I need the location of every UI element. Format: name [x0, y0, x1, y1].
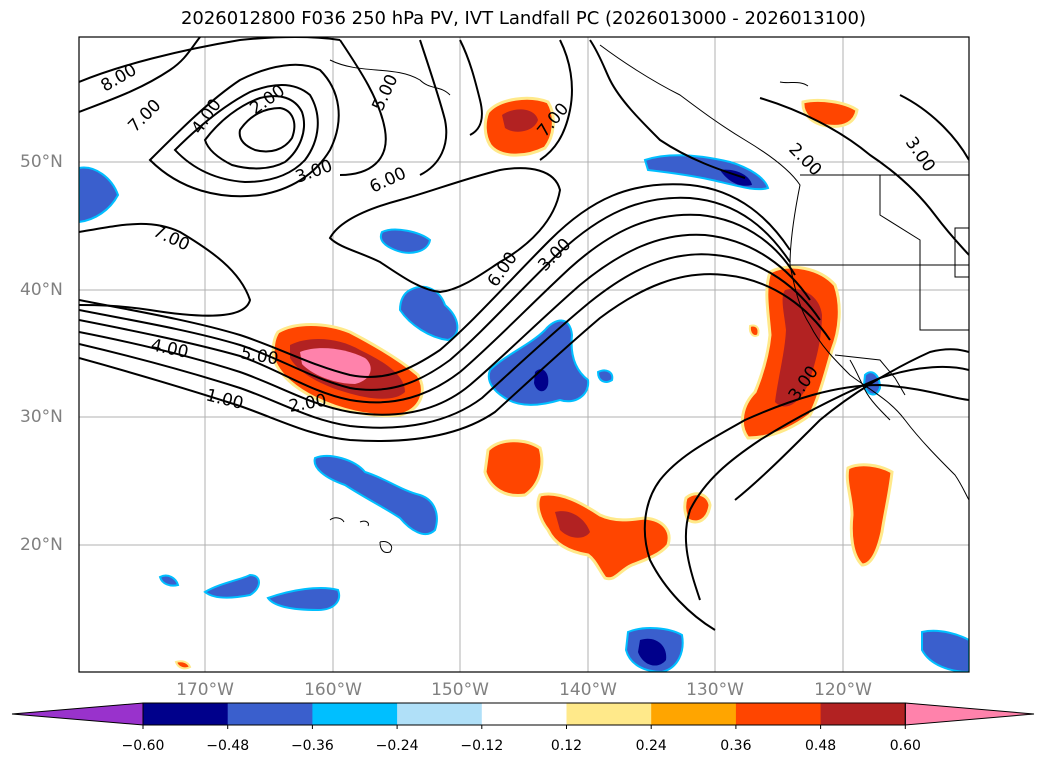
colorbar-extend-max: [904, 702, 1035, 726]
colorbar-segment: [651, 703, 737, 725]
colorbar-tick-label: 0.12: [550, 738, 583, 754]
ivt-blob-neg: [313, 454, 438, 536]
ivt-blob-neg: [398, 285, 459, 342]
positive-ivt-regions: [174, 96, 894, 670]
ivt-blob-pos: [748, 324, 760, 337]
contour-label: 4.00: [149, 335, 190, 362]
lat-label: 50°N: [20, 152, 63, 172]
contour-label: 3.00: [293, 156, 335, 188]
lon-label: 150°W: [431, 680, 489, 700]
lat-label: 20°N: [20, 535, 63, 555]
lon-label: 140°W: [559, 680, 617, 700]
ivt-blob-pos: [536, 492, 671, 581]
pv-contours: [79, 37, 969, 631]
contour-label: 7.00: [124, 96, 165, 137]
colorbar-segment: [227, 703, 313, 725]
colorbar-tick-label: 0.24: [635, 738, 667, 754]
colorbar-segment: [312, 703, 398, 725]
ivt-blob-pos: [845, 463, 894, 567]
ivt-blob-pos-mid: [775, 288, 822, 407]
colorbar-segment: [566, 703, 652, 725]
colorbar-extend-min: [11, 702, 144, 726]
contour-label: 4.00: [188, 95, 226, 137]
lat-label: 30°N: [20, 407, 63, 427]
colorbar-frame: [142, 702, 906, 726]
ivt-blob-neg: [79, 166, 120, 224]
colorbar-tick-label: −0.12: [460, 738, 504, 754]
colorbar-segment: [481, 703, 567, 725]
contour-label: 6.00: [484, 248, 522, 290]
colorbar-tick-label: 0.60: [889, 738, 921, 754]
colorbar-tick-label: 0.36: [720, 738, 752, 754]
colorbar-segment: [143, 703, 229, 725]
colorbar-segment: [397, 703, 483, 725]
ivt-blob-neg: [203, 573, 260, 599]
ivt-blob-pos-core: [502, 109, 538, 132]
ivt-blob-neg-core: [638, 638, 667, 666]
ivt-blob-pos: [801, 98, 859, 128]
ivt-blob-pos: [483, 439, 544, 498]
contour-label: 1.00: [204, 385, 246, 414]
ivt-blob-neg: [596, 369, 614, 383]
lon-label: 120°W: [814, 680, 872, 700]
colorbar-tick-label: −0.24: [375, 738, 419, 754]
ivt-blob-neg: [921, 629, 969, 672]
contour-label: 2.00: [246, 81, 288, 119]
map-frame: [78, 36, 970, 673]
ivt-blob-neg: [158, 574, 180, 587]
ivt-blob-neg-core: [720, 169, 752, 186]
colorbar-tick-label: 0.48: [805, 738, 837, 754]
colorbar: [11, 702, 1035, 729]
gridlines: [79, 37, 969, 672]
ivt-blob-pos: [174, 660, 192, 670]
negative-ivt-regions: [79, 154, 969, 672]
colorbar-tick-label: −0.36: [290, 738, 334, 754]
colorbar-segment: [735, 703, 822, 725]
lat-label: 40°N: [20, 280, 63, 300]
ivt-blob-neg: [379, 228, 432, 254]
colorbar-segment: [820, 703, 906, 725]
contour-label: 6.00: [367, 163, 410, 197]
ivt-blob-neg: [266, 587, 340, 612]
contour-label: 5.00: [368, 71, 402, 114]
lon-label: 160°W: [304, 680, 362, 700]
contour-label: 3.00: [901, 133, 939, 175]
lon-label: 170°W: [176, 680, 234, 700]
map-title: 2026012800 F036 250 hPa PV, IVT Landfall…: [180, 8, 867, 29]
contour-label: 7.00: [150, 221, 193, 255]
lon-label: 130°W: [686, 680, 744, 700]
ivt-blob-neg-core: [534, 369, 549, 392]
ivt-blob-neg: [487, 319, 590, 406]
colorbar-tick-label: −0.48: [206, 738, 250, 754]
ivt-blob-pos-core: [555, 511, 590, 538]
colorbar-tick-label: −0.60: [121, 738, 165, 754]
ivt-blob-pos: [683, 492, 712, 524]
